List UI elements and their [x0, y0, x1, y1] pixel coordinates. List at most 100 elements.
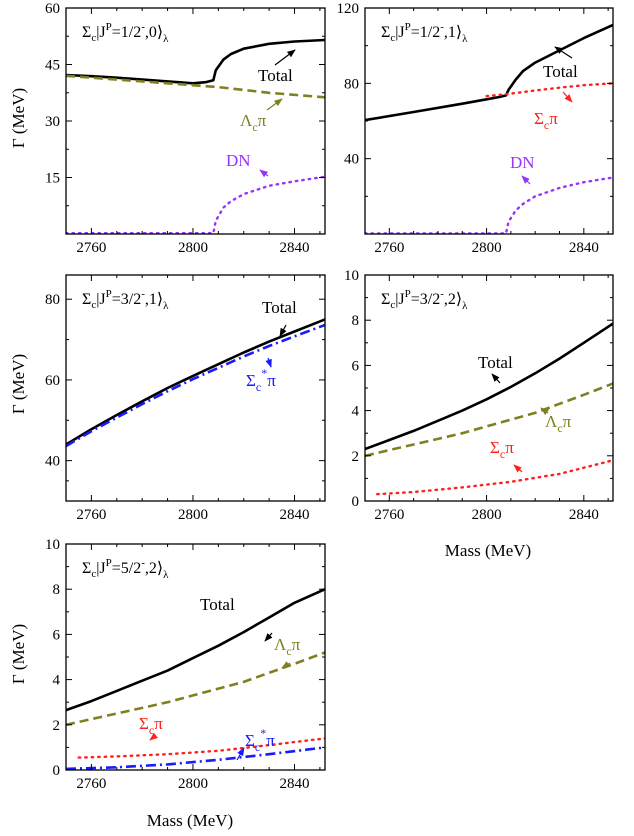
- series-line-total: [365, 322, 613, 451]
- annotation-arrow: [513, 464, 523, 473]
- panel-title: Σc|JP=5/2-,2⟩λ: [82, 557, 169, 581]
- annotation-arrow: [236, 747, 245, 761]
- annotation-arrow: [281, 661, 291, 669]
- x-tick-label: 2760: [76, 776, 106, 792]
- y-tick-label: 0: [53, 763, 61, 779]
- panel-p4: 2760 2800 2840 0 2 4 6 8 10 Σc|JP=3/2-,2⟩λ Total Λc…: [344, 268, 614, 523]
- panel-title: Σc|JP=3/2-,2⟩λ: [381, 288, 468, 312]
- x-tick-label: 2760: [374, 240, 404, 256]
- y-tick-label: 15: [45, 171, 60, 187]
- y-tick-label: 40: [45, 454, 60, 470]
- annotation-total: Total: [478, 353, 513, 372]
- x-axis-title-right: Mass (MeV): [445, 541, 531, 560]
- series-line-c: [66, 651, 325, 727]
- x-tick-label: 2840: [569, 240, 599, 256]
- annotation-total: Total: [258, 66, 293, 85]
- x-tick-label: 2840: [280, 240, 310, 256]
- y-tick-label: 45: [45, 58, 60, 74]
- annotation-total: Total: [262, 298, 297, 317]
- series-line-dn: [66, 175, 325, 234]
- y-tick-label: 40: [344, 152, 359, 168]
- series-line-c: [66, 74, 325, 99]
- annotation-arrow: [149, 732, 159, 741]
- series-line-c: [376, 459, 613, 496]
- panel-p3: 2760 2800 2840 40 60 80 Σc|JP=3/2-,1⟩λ Total Σc*…: [45, 274, 326, 523]
- y-tick-label: 30: [45, 114, 60, 130]
- y-tick-label: 80: [344, 76, 359, 92]
- y-tick-label: 4: [352, 404, 360, 420]
- annotation-arrow: [279, 324, 287, 337]
- x-tick-label: 2800: [178, 240, 208, 256]
- y-tick-label: 8: [352, 313, 360, 329]
- x-tick-label: 2840: [280, 776, 310, 792]
- x-tick-label: 2840: [280, 507, 310, 523]
- annotation-dn: DN: [226, 151, 251, 170]
- annotation-c: Σc*π: [246, 366, 276, 394]
- x-tick-label: 2800: [472, 240, 502, 256]
- series-line-c: [77, 737, 325, 759]
- series-line-total: [66, 318, 325, 446]
- y-tick-label: 8: [53, 582, 61, 598]
- series-line-total: [66, 588, 325, 712]
- panel-p5: 2760 2800 2840 0 2 4 6 8 10 Σc|JP=5/2-,2⟩λ Total Λc…: [45, 537, 326, 792]
- y-tick-label: 2: [53, 718, 61, 734]
- y-tick-label: 6: [352, 358, 360, 374]
- series-line-c: [66, 323, 325, 448]
- annotation-c: Σcπ: [139, 714, 163, 737]
- annotation-c: Λcπ: [240, 111, 267, 134]
- y-axis-title-row1: Γ (MeV): [9, 88, 28, 148]
- series-line-dn: [365, 176, 613, 234]
- annotation-dn: DN: [510, 153, 535, 172]
- x-axis-title-bottom: Mass (MeV): [147, 811, 233, 830]
- annotation-arrow: [259, 169, 269, 178]
- series-line-total: [66, 38, 325, 85]
- x-tick-label: 2800: [178, 507, 208, 523]
- annotation-arrow: [540, 407, 550, 416]
- x-tick-label: 2760: [76, 240, 106, 256]
- x-tick-label: 2800: [178, 776, 208, 792]
- annotation-arrow: [266, 98, 283, 111]
- x-tick-label: 2760: [76, 507, 106, 523]
- annotation-c: Σc*π: [245, 726, 275, 754]
- plot-frame: [364, 274, 614, 502]
- annotation-arrow: [274, 49, 296, 66]
- series-line-c: [485, 82, 613, 98]
- series-line-c: [365, 382, 613, 458]
- plot-frame: [65, 274, 326, 502]
- annotation-arrow: [264, 632, 273, 642]
- annotation-arrow: [265, 357, 272, 368]
- y-tick-label: 60: [45, 1, 60, 17]
- y-tick-label: 0: [352, 494, 360, 510]
- panel-p1: 2760 2800 2840 15 30 45 60 Σc|JP=1/2-,0⟩λ Total Λ…: [45, 1, 326, 256]
- annotation-arrow: [521, 175, 531, 185]
- annotation-c: Σcπ: [534, 109, 558, 132]
- annotation-total: Total: [200, 595, 235, 614]
- y-axis-title-row2: Γ (MeV): [9, 354, 28, 414]
- panel-p2: 2760 2800 2840 40 80 120 Σc|JP=1/2-,1⟩λ Total Σc…: [337, 1, 614, 256]
- panel-title: Σc|JP=1/2-,0⟩λ: [82, 21, 169, 45]
- annotation-c: Λcπ: [545, 412, 572, 435]
- y-tick-label: 120: [337, 1, 360, 17]
- annotation-arrow: [562, 91, 573, 103]
- y-tick-label: 2: [352, 449, 360, 465]
- y-tick-label: 60: [45, 373, 60, 389]
- x-tick-label: 2760: [374, 507, 404, 523]
- annotation-c: Σcπ: [490, 438, 514, 461]
- y-tick-label: 10: [45, 537, 60, 553]
- annotation-arrow: [554, 46, 573, 59]
- panel-title: Σc|JP=1/2-,1⟩λ: [381, 21, 468, 45]
- panel-title: Σc|JP=3/2-,1⟩λ: [82, 288, 169, 312]
- y-tick-label: 6: [53, 627, 61, 643]
- x-tick-label: 2800: [472, 507, 502, 523]
- y-tick-label: 80: [45, 292, 60, 308]
- y-axis-title-row3: Γ (MeV): [9, 624, 28, 684]
- series-line-c: [66, 746, 325, 770]
- annotation-total: Total: [543, 62, 578, 81]
- y-tick-label: 4: [53, 673, 61, 689]
- y-tick-label: 10: [344, 268, 359, 284]
- annotation-arrow: [491, 373, 501, 384]
- x-tick-label: 2840: [569, 507, 599, 523]
- panels: 2760 2800 284015304560Σc|JP=1/2-,0⟩λTotalΛ…: [45, 1, 614, 792]
- annotation-c: Λcπ: [274, 635, 301, 658]
